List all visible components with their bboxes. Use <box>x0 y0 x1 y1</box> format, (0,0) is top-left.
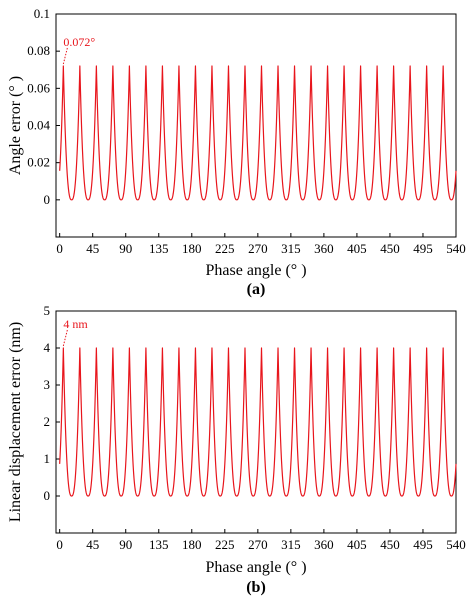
x-tick-label: 45 <box>86 241 99 256</box>
x-tick-label: 360 <box>314 537 334 552</box>
x-tick-label: 270 <box>248 537 268 552</box>
x-tick-label: 495 <box>413 241 433 256</box>
x-axis-title: Phase angle (° ) <box>205 559 306 576</box>
chart-panel-2: 0 45 90 135 180 225 270 315 360 405 450 495 54001234… <box>7 303 466 596</box>
x-tick-label: 90 <box>119 537 132 552</box>
x-tick-label: 225 <box>215 241 235 256</box>
y-tick-label: 5 <box>44 303 51 318</box>
x-tick-label: 0 <box>56 537 63 552</box>
x-tick-label: 495 <box>413 537 433 552</box>
x-tick-label: 315 <box>281 537 301 552</box>
x-tick-label: 270 <box>248 241 268 256</box>
x-tick-label: 360 <box>314 241 334 256</box>
x-tick-label: 180 <box>182 537 202 552</box>
y-tick-label: 0.04 <box>27 118 50 133</box>
x-tick-label: 405 <box>347 241 367 256</box>
peak-annotation: 0.072° <box>63 35 95 49</box>
x-tick-label: 45 <box>86 537 99 552</box>
y-tick-label: 3 <box>44 377 51 392</box>
series-line <box>59 347 457 497</box>
x-tick-label: 225 <box>215 537 235 552</box>
y-tick-label: 0 <box>44 488 51 503</box>
y-tick-label: 0.08 <box>27 43 50 58</box>
peak-annotation: 4 nm <box>63 317 88 331</box>
x-tick-label: 540 <box>446 241 466 256</box>
y-tick-label: 4 <box>44 340 51 355</box>
annotation-leader <box>62 47 68 65</box>
y-tick-label: 0.02 <box>27 155 50 170</box>
x-tick-label: 135 <box>149 241 169 256</box>
panel-label: (a) <box>247 281 266 298</box>
x-tick-label: 405 <box>347 537 367 552</box>
y-axis-title: Angle error (° ) <box>7 76 24 175</box>
series-line <box>59 65 457 201</box>
x-tick-label: 90 <box>119 241 132 256</box>
y-tick-label: 1 <box>44 451 51 466</box>
panel-label: (b) <box>246 579 266 596</box>
x-axis-title: Phase angle (° ) <box>205 262 306 279</box>
x-tick-label: 315 <box>281 241 301 256</box>
x-tick-label: 450 <box>380 537 400 552</box>
plot-frame <box>55 13 457 238</box>
x-tick-label: 0 <box>56 241 63 256</box>
annotation-leader <box>62 329 68 347</box>
x-tick-label: 450 <box>380 241 400 256</box>
y-tick-label: 0 <box>44 192 51 207</box>
chart-panel-1: 0 45 90 135 180 225 270 315 360 405 450 495 540 0 0.02… <box>7 6 466 298</box>
x-tick-label: 135 <box>149 537 169 552</box>
x-tick-label: 540 <box>446 537 466 552</box>
y-tick-label: 2 <box>44 414 51 429</box>
y-tick-label: 0.06 <box>27 80 50 95</box>
x-tick-label: 180 <box>182 241 202 256</box>
y-axis-title: Linear displacement error (nm) <box>7 322 24 522</box>
y-tick-label: 0.1 <box>34 6 50 21</box>
